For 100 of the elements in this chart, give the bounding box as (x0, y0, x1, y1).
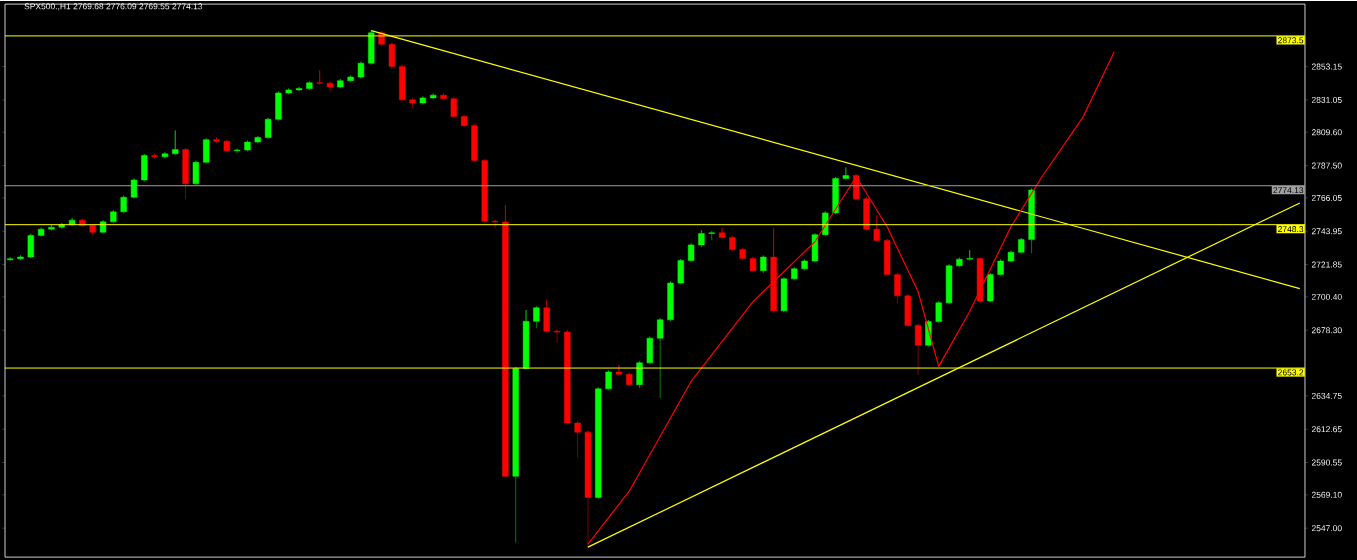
candlestick (615, 364, 623, 376)
candlestick (522, 309, 530, 371)
y-tick-label: 2547.00 (1311, 525, 1342, 532)
candlestick (450, 96, 457, 119)
candlestick (27, 233, 34, 259)
candlestick (368, 30, 375, 65)
candlestick (863, 196, 870, 231)
y-tick-label: 2612.65 (1311, 426, 1342, 433)
candlestick (58, 222, 65, 230)
y-tick-label: 2853.15 (1311, 63, 1342, 70)
candlestick (285, 88, 292, 95)
candlestick (502, 204, 509, 479)
candlestick (884, 238, 891, 277)
candlestick (388, 42, 396, 69)
candlestick (739, 247, 746, 261)
candlestick (275, 91, 282, 122)
ref-line-label: 2873.5 (1278, 37, 1304, 44)
candlestick (254, 135, 261, 144)
candlestick (1007, 250, 1015, 263)
candlestick (430, 93, 437, 100)
candlestick (801, 259, 808, 271)
candlestick (657, 318, 664, 399)
candlestick (89, 223, 96, 237)
y-tick-label: 2766.05 (1311, 194, 1342, 201)
candlestick (316, 70, 323, 85)
candlestick (574, 421, 581, 458)
candlestick (997, 259, 1004, 277)
y-tick-label: 2831.05 (1311, 96, 1342, 103)
ref-line-label: 2748.3 (1278, 226, 1304, 233)
chart-title: SPX500.,H1 2769.68 2776.09 2769.55 2774.13 (24, 3, 203, 11)
candlestick (770, 227, 777, 314)
candlestick (853, 173, 860, 201)
candlestick (749, 256, 757, 273)
candlestick (399, 64, 406, 102)
candlestick (605, 370, 612, 391)
y-tick-label: 2743.95 (1311, 228, 1342, 235)
candlestick (553, 329, 561, 344)
candlestick (419, 96, 426, 105)
y-tick-label: 2787.50 (1311, 162, 1342, 169)
candlestick (987, 272, 994, 303)
candlestick (172, 130, 179, 156)
candlestick (791, 267, 798, 281)
candlestick (326, 81, 334, 92)
candlestick (440, 93, 447, 101)
candlestick (780, 277, 788, 313)
candlestick (976, 257, 984, 304)
candlestick (471, 123, 478, 163)
candlestick (409, 98, 416, 109)
ref-line-label: 2774.13 (1273, 187, 1304, 194)
candlestick (347, 75, 354, 83)
y-tick-label: 2809.60 (1311, 129, 1342, 136)
candlestick (130, 178, 138, 199)
candlestick (151, 153, 158, 159)
candlestick (904, 294, 911, 328)
candlestick (677, 258, 684, 285)
candlestick (945, 264, 953, 305)
y-tick-label: 2590.55 (1311, 459, 1342, 466)
candlestick (223, 139, 230, 153)
candlestick (1018, 237, 1025, 254)
candlestick (37, 227, 45, 238)
candlestick (667, 281, 674, 322)
candlestick (68, 217, 76, 227)
candlestick (17, 255, 24, 261)
candlestick (646, 336, 653, 365)
candlestick (729, 235, 736, 252)
candlestick (213, 137, 220, 144)
candlestick (718, 227, 726, 240)
ref-line-label: 2653.2 (1278, 369, 1304, 376)
y-tick-label: 2700.40 (1311, 293, 1342, 300)
y-tick-label: 2721.85 (1311, 261, 1342, 268)
candlestick (460, 114, 468, 128)
candlestick (636, 361, 643, 389)
y-tick-label: 2634.75 (1311, 392, 1342, 399)
candlestick (956, 257, 963, 268)
candlestick (120, 195, 127, 214)
candlestick (337, 78, 344, 89)
candlestick (533, 306, 540, 329)
candlestick (687, 243, 695, 263)
candlestick (914, 323, 922, 376)
candlestick (481, 158, 488, 224)
candlestick (244, 140, 251, 152)
candlestick (512, 366, 519, 543)
candlestick (935, 300, 942, 324)
candlestick (234, 148, 241, 154)
candlestick (491, 219, 499, 229)
candlestick (48, 224, 55, 231)
candlestick (873, 214, 880, 243)
candlestick (894, 272, 901, 304)
candlestick (306, 81, 313, 91)
y-tick-label: 2678.30 (1311, 327, 1342, 334)
candlestick (295, 86, 303, 92)
candlestick (966, 249, 973, 261)
candlestick (708, 231, 715, 241)
candlestick (626, 372, 633, 387)
candlestick (842, 167, 849, 181)
candlestick (192, 160, 200, 186)
candlestick (698, 229, 705, 248)
candlestick (110, 210, 117, 224)
candlestick (1028, 188, 1035, 254)
candlestick (141, 153, 148, 182)
